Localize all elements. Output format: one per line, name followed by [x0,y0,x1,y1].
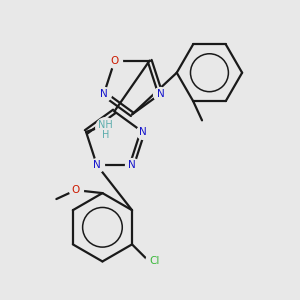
Text: N: N [100,89,108,99]
Text: H: H [102,130,110,140]
Text: O: O [111,56,119,66]
Text: N: N [157,89,164,99]
Text: N: N [139,127,146,137]
Text: NH: NH [98,120,113,130]
Text: Cl: Cl [150,256,160,266]
Text: N: N [128,160,136,170]
Text: N: N [93,160,101,170]
Text: O: O [72,185,80,195]
